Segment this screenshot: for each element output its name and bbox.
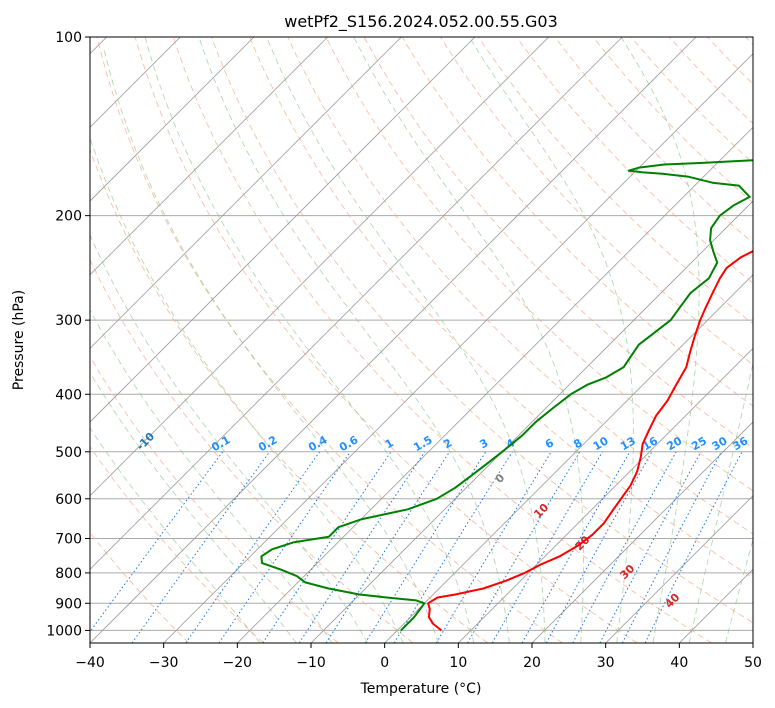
isotherm-line xyxy=(90,37,697,643)
moist-adiabat-line xyxy=(90,371,297,643)
isotherm-line xyxy=(90,37,402,349)
isotherm-line xyxy=(605,495,753,643)
mixing-ratio-line xyxy=(298,451,426,643)
mixing-ratio-line xyxy=(90,451,224,633)
mixing-ratio-line xyxy=(131,451,271,643)
mixing-ratio-line xyxy=(325,451,451,643)
isotherm-line xyxy=(90,37,255,202)
y-axis-label: Pressure (hPa) xyxy=(11,290,27,390)
chart-title: wetPf2_S156.2024.052.00.55.G03 xyxy=(284,12,558,32)
dewpoint-profile xyxy=(260,159,753,632)
y-tick-label: 200 xyxy=(55,209,82,225)
isotherm-line xyxy=(458,347,753,643)
isotherm-line xyxy=(163,53,753,643)
isotherm-line xyxy=(90,37,328,276)
dry-adiabat-line xyxy=(401,37,753,407)
x-tick-label: 30 xyxy=(597,655,615,671)
mixing-ratio-line xyxy=(435,451,552,643)
y-tick-label: 1000 xyxy=(46,623,82,639)
isotherm-line xyxy=(237,126,753,643)
y-tick-label: 100 xyxy=(55,30,82,46)
isotherm-line xyxy=(90,37,623,570)
x-tick-label: 20 xyxy=(523,655,541,671)
moist-adiabat-line xyxy=(266,37,546,643)
mixing-ratio-line xyxy=(521,451,631,643)
dry-adiabat-line xyxy=(554,37,753,244)
dry-adiabat-line xyxy=(630,37,753,164)
mixing-ratio-line xyxy=(364,451,487,643)
moist-adiabat-line xyxy=(103,49,439,643)
moist-adiabat-line xyxy=(688,361,753,643)
x-tick-label: 50 xyxy=(744,655,762,671)
sounding-profiles xyxy=(260,159,753,632)
background-lines: 0.10.20.40.611.52346810131620253036-100-… xyxy=(90,37,753,643)
moist-adiabat-line xyxy=(90,233,369,643)
isotherm-line xyxy=(90,37,549,497)
dry-adiabat-line xyxy=(287,37,753,535)
x-tick-label: 0 xyxy=(380,655,389,671)
mixing-ratio-line xyxy=(185,451,321,643)
moist-adiabat-line xyxy=(90,136,404,643)
mixing-ratio-line xyxy=(545,451,653,643)
mixing-ratio-line xyxy=(218,451,351,643)
x-tick-label: 40 xyxy=(670,655,688,671)
moist-adiabat-line xyxy=(353,37,584,643)
isotherm-line xyxy=(384,274,753,643)
moist-adiabat-line xyxy=(144,37,475,643)
x-tick-label: −40 xyxy=(75,655,105,671)
moist-adiabat-line xyxy=(620,37,700,643)
dry-adiabat-line xyxy=(516,37,753,284)
y-tick-label: 300 xyxy=(55,313,82,329)
isotherm-line xyxy=(90,37,476,423)
dry-adiabat-line xyxy=(90,148,488,643)
dry-adiabat-line xyxy=(440,37,753,366)
x-axis-label: Temperature (°C) xyxy=(360,681,482,697)
y-tick-label: 900 xyxy=(55,596,82,612)
dry-adiabat-line xyxy=(211,37,753,624)
dry-adiabat-line xyxy=(90,445,264,643)
moist-adiabat-line xyxy=(198,37,510,643)
dry-adiabat-line xyxy=(172,37,712,643)
y-tick-label: 700 xyxy=(55,532,82,548)
y-tick-label: 800 xyxy=(55,566,82,582)
y-tick-label: 500 xyxy=(55,445,82,461)
y-tick-label: 400 xyxy=(55,387,82,403)
temperature-profile xyxy=(427,250,753,632)
moist-adiabat-line xyxy=(468,37,634,643)
mixing-ratio-line xyxy=(572,451,677,643)
mixing-ratio-line xyxy=(262,451,392,643)
dry-adiabat-line xyxy=(249,37,753,579)
x-tick-label: 10 xyxy=(449,655,467,671)
y-tick-label: 600 xyxy=(55,492,82,508)
isotherm-line xyxy=(531,421,753,643)
x-tick-label: −10 xyxy=(296,655,326,671)
dry-adiabat-line xyxy=(325,37,753,492)
moist-adiabat-line xyxy=(725,537,753,643)
mixing-ratio-line xyxy=(644,451,743,643)
mixing-ratio-line xyxy=(599,451,702,643)
moist-adiabat-line xyxy=(90,427,261,643)
dry-adiabat-line xyxy=(363,37,753,449)
plot-frame xyxy=(89,36,754,644)
x-tick-label: −20 xyxy=(223,655,253,671)
dry-adiabat-line xyxy=(134,37,638,643)
x-tick-label: −30 xyxy=(149,655,179,671)
